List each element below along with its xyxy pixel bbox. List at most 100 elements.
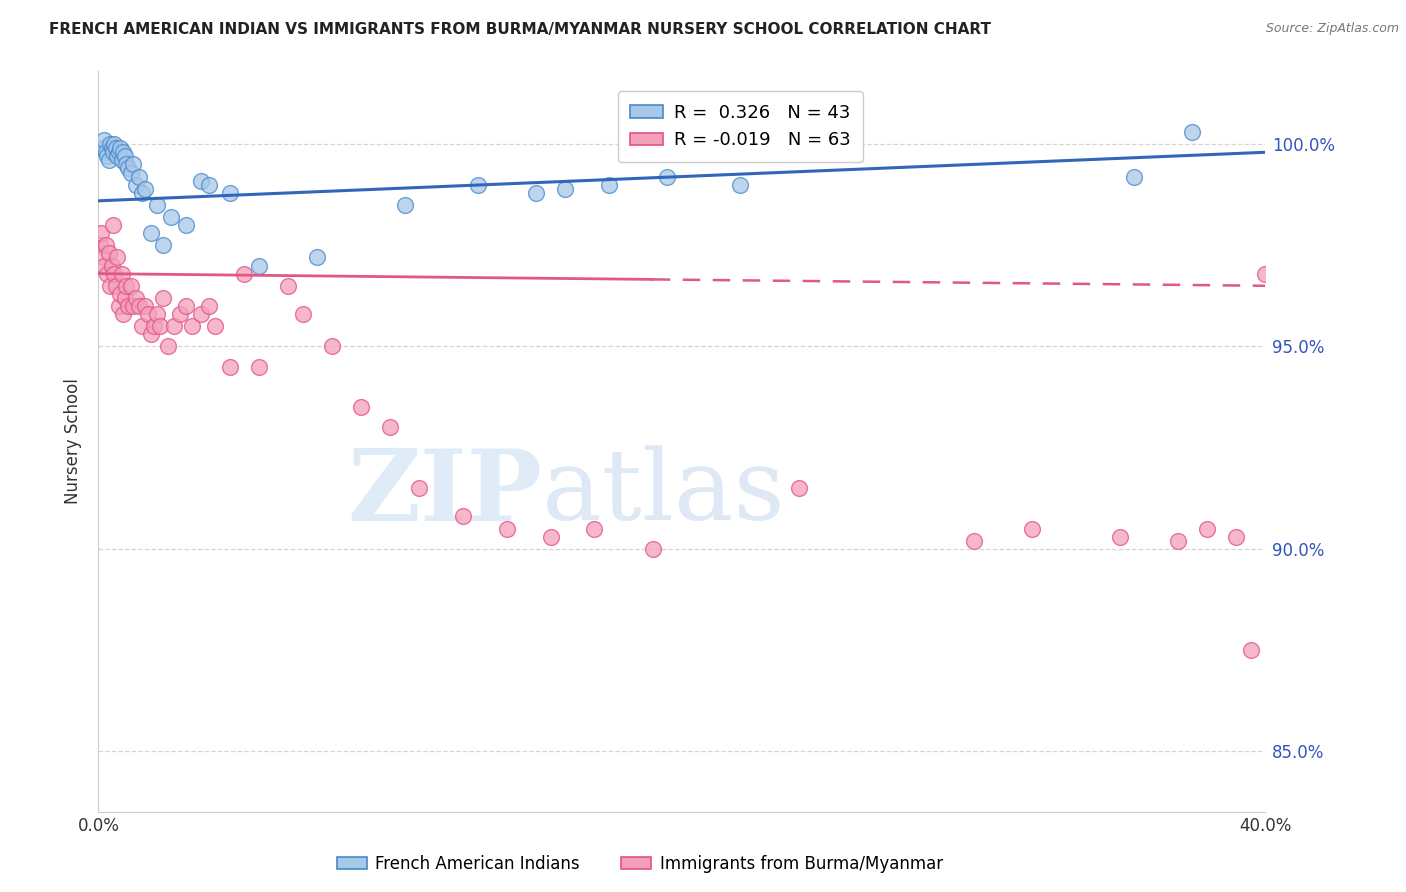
Point (122, 157, 145, 171)
Point (128, 299, 150, 313)
Y-axis label: Nursery School: Nursery School (65, 378, 83, 505)
Point (131, 186, 153, 200)
Point (128, 169, 150, 184)
Point (1240, 643, 1263, 657)
Point (198, 299, 221, 313)
Point (291, 307, 314, 321)
Point (394, 198, 416, 212)
Point (91, 251, 114, 265)
Point (112, 145, 135, 160)
Point (598, 178, 620, 192)
Point (641, 541, 664, 556)
Text: ZIP: ZIP (347, 445, 541, 541)
Point (115, 278, 138, 293)
Point (134, 299, 156, 313)
Point (142, 319, 165, 334)
Point (190, 173, 212, 187)
Point (114, 291, 136, 305)
Point (467, 178, 489, 192)
Point (125, 178, 148, 192)
Point (730, 178, 752, 192)
Point (100, 259, 122, 273)
Point (112, 307, 135, 321)
Point (94, 145, 117, 160)
Point (307, 251, 329, 265)
Point (139, 327, 162, 342)
Point (101, 218, 124, 232)
Point (89, 238, 111, 252)
Point (190, 307, 212, 321)
Point (169, 307, 191, 321)
Point (117, 299, 139, 313)
Text: FRENCH AMERICAN INDIAN VS IMMIGRANTS FROM BURMA/MYANMAR NURSERY SCHOOL CORRELATI: FRENCH AMERICAN INDIAN VS IMMIGRANTS FRO… (49, 22, 991, 37)
Point (1021, 522, 1043, 536)
Point (350, 400, 373, 414)
Point (1167, 533, 1189, 548)
Point (103, 137, 125, 152)
Point (554, 182, 576, 196)
Point (233, 267, 256, 281)
Point (787, 481, 810, 495)
Point (247, 359, 270, 374)
Point (160, 210, 183, 224)
Legend: R =  0.326   N = 43, R = -0.019   N = 63: R = 0.326 N = 43, R = -0.019 N = 63 (617, 92, 863, 161)
Point (1108, 530, 1130, 544)
Point (96, 267, 118, 281)
Point (163, 319, 186, 334)
Point (115, 157, 138, 171)
Point (146, 307, 169, 321)
Point (218, 359, 240, 374)
Point (100, 141, 122, 155)
Point (1181, 125, 1204, 139)
Point (110, 141, 132, 155)
Point (495, 522, 517, 536)
Point (204, 319, 226, 334)
Point (104, 141, 127, 155)
Point (96, 149, 118, 163)
Point (110, 286, 132, 301)
Point (174, 299, 197, 313)
Point (321, 339, 343, 353)
Point (524, 186, 547, 200)
Point (120, 165, 142, 179)
Point (247, 259, 270, 273)
Point (152, 291, 174, 305)
Point (657, 169, 679, 184)
Point (105, 251, 128, 265)
Point (1195, 522, 1218, 536)
Point (180, 319, 202, 334)
Point (120, 278, 142, 293)
Point (94, 238, 117, 252)
Point (1123, 169, 1146, 184)
Point (152, 238, 174, 252)
Point (277, 278, 299, 293)
Text: Source: ZipAtlas.com: Source: ZipAtlas.com (1265, 22, 1399, 36)
Point (103, 267, 125, 281)
Point (139, 226, 162, 240)
Point (104, 278, 127, 293)
Point (105, 149, 128, 163)
Point (131, 319, 153, 334)
Point (108, 299, 131, 313)
Point (111, 267, 134, 281)
Point (157, 339, 180, 353)
Point (117, 161, 139, 176)
Point (408, 481, 430, 495)
Point (583, 522, 606, 536)
Legend: French American Indians, Immigrants from Burma/Myanmar: French American Indians, Immigrants from… (330, 848, 949, 880)
Point (108, 145, 131, 160)
Point (97, 246, 120, 260)
Point (136, 307, 159, 321)
Point (1225, 530, 1247, 544)
Point (962, 533, 984, 548)
Point (198, 178, 221, 192)
Point (125, 291, 148, 305)
Point (97, 153, 120, 168)
Point (451, 509, 474, 524)
Point (91, 141, 114, 155)
Point (93, 259, 115, 273)
Point (146, 198, 169, 212)
Point (134, 182, 156, 196)
Text: atlas: atlas (541, 445, 785, 541)
Point (174, 218, 197, 232)
